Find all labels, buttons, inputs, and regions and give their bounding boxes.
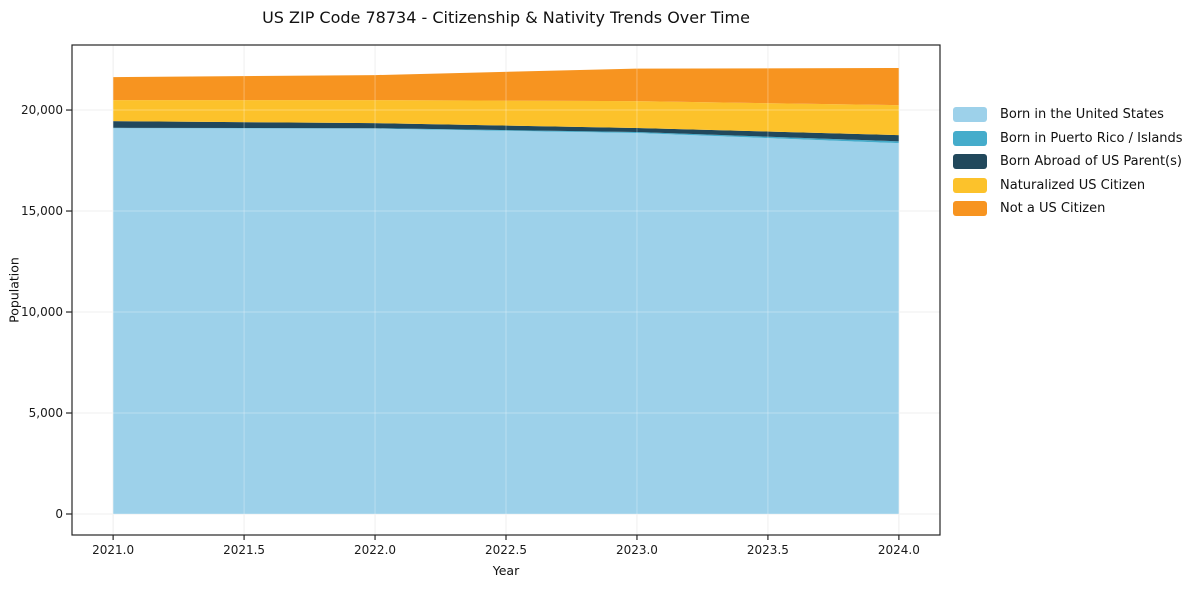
y-tick-label: 5,000 <box>29 406 63 420</box>
x-tick-label: 2021.5 <box>223 543 265 557</box>
legend-swatch-icon <box>953 154 987 169</box>
x-tick-label: 2022.5 <box>485 543 527 557</box>
legend-swatch-icon <box>953 177 987 193</box>
y-tick-label: 15,000 <box>21 204 63 218</box>
tick-layer: 2021.0 2021.5 2022.0 2022.5 2023.0 2023.5 2024… <box>21 103 920 557</box>
area-layer <box>113 68 899 514</box>
x-tick-label: 2022.0 <box>354 543 396 557</box>
x-tick-label: 2024.0 <box>878 543 920 557</box>
legend-swatch-icon <box>953 201 987 216</box>
x-tick-label: 2021.0 <box>92 543 134 557</box>
legend-swatch-icon <box>953 130 987 146</box>
area-series-naturalized-us-citizen <box>113 100 899 136</box>
x-tick-label: 2023.5 <box>747 543 789 557</box>
legend-label: Born in Puerto Rico / Islands <box>1000 130 1183 146</box>
area-series-born-abroad-of-us-parent-s <box>113 121 899 142</box>
grid-overlay-layer <box>72 45 940 535</box>
legend-item-not-a-us-citizen: Not a US Citizen <box>953 201 1183 216</box>
legend-swatch-icon <box>953 107 987 122</box>
legend-label: Born Abroad of US Parent(s) <box>1000 154 1182 169</box>
x-axis-label: Year <box>492 563 520 578</box>
legend-label: Not a US Citizen <box>1000 201 1106 216</box>
legend-item-born-in-the-united-states: Born in the United States <box>953 107 1183 122</box>
legend-label: Naturalized US Citizen <box>1000 177 1146 193</box>
legend-item-born-abroad-of-us-parent-s: Born Abroad of US Parent(s) <box>953 154 1183 169</box>
area-series-born-in-the-united-states <box>113 128 899 514</box>
legend-label: Born in the United States <box>1000 107 1164 122</box>
legend: Born in the United States Born in Puerto … <box>953 107 1183 225</box>
legend-item-naturalized-us-citizen: Naturalized US Citizen <box>953 177 1183 193</box>
area-series-not-a-us-citizen <box>113 68 899 106</box>
x-tick-label: 2023.0 <box>616 543 658 557</box>
y-tick-label: 20,000 <box>21 103 63 117</box>
y-tick-label: 10,000 <box>21 305 63 319</box>
y-axis-label: Population <box>6 257 22 323</box>
legend-item-born-in-puerto-rico-islands: Born in Puerto Rico / Islands <box>953 130 1183 146</box>
y-tick-label: 0 <box>55 507 63 521</box>
chart-title: US ZIP Code 78734 - Citizenship & Nativi… <box>262 8 750 27</box>
